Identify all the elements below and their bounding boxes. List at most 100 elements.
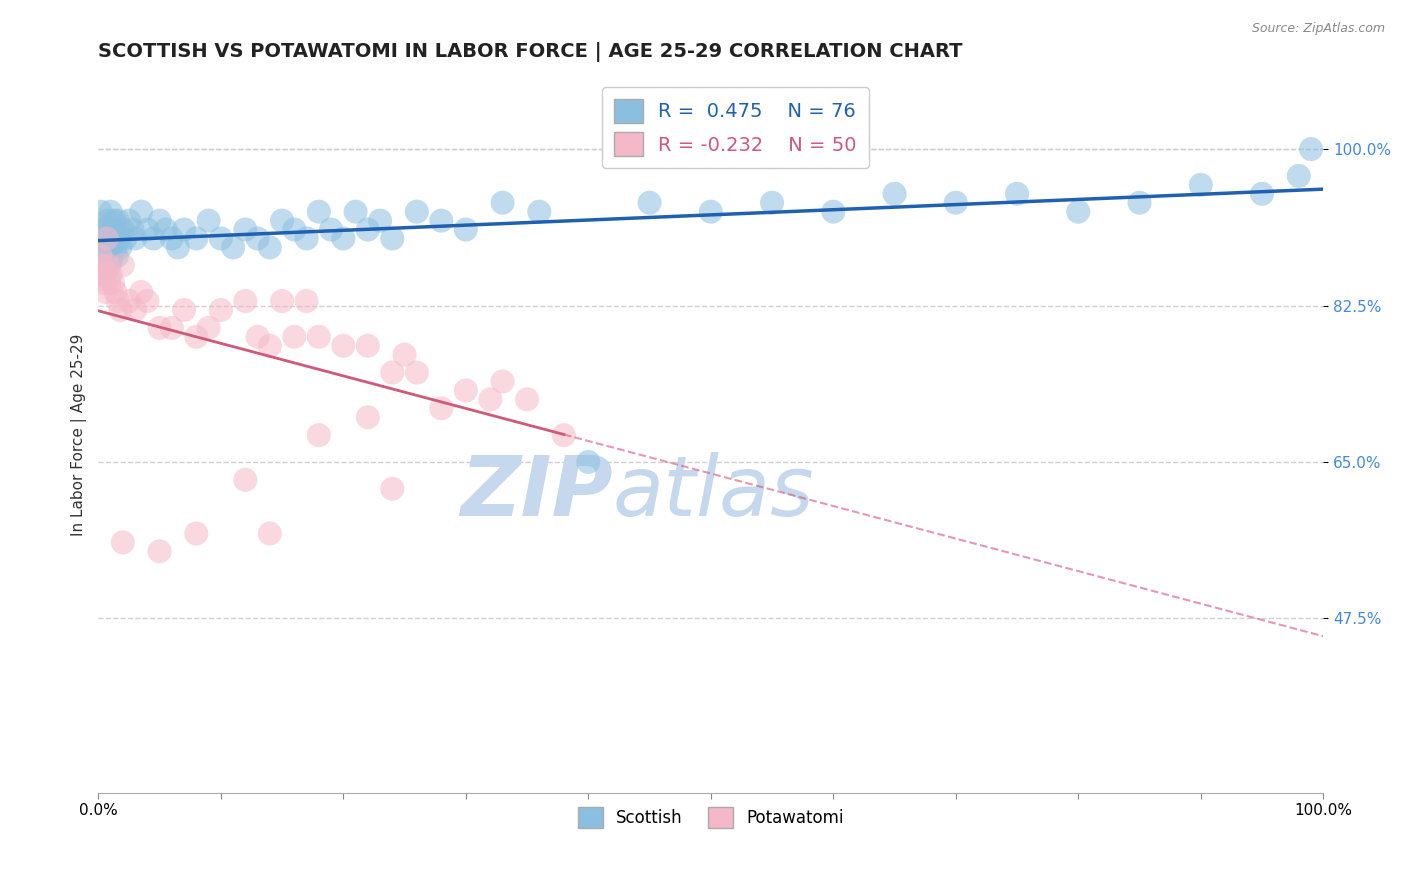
Point (271, 213, 294, 227)
Point (160, 321, 183, 335)
Point (90, 204, 112, 219)
Point (357, 222, 380, 236)
Point (430, 213, 453, 227)
Point (454, 384, 477, 398)
Text: atlas: atlas (613, 452, 814, 533)
Point (101, 231, 124, 245)
Point (823, 204, 845, 219)
Point (454, 222, 477, 236)
Point (149, 321, 172, 335)
Point (101, 222, 124, 236)
Point (381, 366, 404, 380)
Point (553, 428, 575, 442)
Point (98, 258, 121, 272)
Point (101, 249, 124, 263)
Point (142, 231, 165, 245)
Y-axis label: In Labor Force | Age 25-29: In Labor Force | Age 25-29 (72, 334, 87, 536)
Point (118, 293, 141, 308)
Point (246, 330, 269, 344)
Point (1067, 204, 1090, 219)
Point (197, 213, 219, 227)
Point (197, 321, 219, 335)
Point (93, 267, 115, 281)
Point (100, 267, 122, 281)
Point (1288, 169, 1310, 183)
Point (332, 231, 354, 245)
Point (209, 303, 232, 318)
Point (91, 258, 114, 272)
Point (308, 428, 330, 442)
Point (136, 222, 159, 236)
Point (381, 482, 404, 496)
Point (491, 195, 513, 210)
Point (108, 231, 131, 245)
Point (103, 222, 125, 236)
Point (94, 231, 117, 245)
Point (129, 285, 152, 299)
Point (405, 366, 427, 380)
Point (103, 213, 125, 227)
Point (186, 526, 208, 541)
Point (271, 293, 294, 308)
Point (104, 285, 127, 299)
Point (155, 222, 177, 236)
Point (394, 348, 416, 362)
Point (91, 222, 114, 236)
Point (529, 204, 551, 219)
Point (1251, 186, 1274, 201)
Point (111, 258, 134, 272)
Point (368, 213, 391, 227)
Point (405, 204, 427, 219)
Point (259, 526, 281, 541)
Point (91, 267, 114, 281)
Point (233, 473, 256, 487)
Point (233, 222, 256, 236)
Point (308, 330, 330, 344)
Point (173, 303, 195, 318)
Point (129, 204, 152, 219)
Point (105, 249, 128, 263)
Point (97, 258, 120, 272)
Point (357, 410, 380, 425)
Point (98, 249, 121, 263)
Point (295, 231, 318, 245)
Point (1189, 178, 1212, 192)
Point (100, 204, 122, 219)
Point (344, 204, 367, 219)
Text: SCOTTISH VS POTAWATOMI IN LABOR FORCE | AGE 25-29 CORRELATION CHART: SCOTTISH VS POTAWATOMI IN LABOR FORCE | … (98, 42, 963, 62)
Point (93, 258, 115, 272)
Point (121, 222, 143, 236)
Point (97, 231, 120, 245)
Point (98, 276, 121, 290)
Point (94, 285, 117, 299)
Point (259, 240, 281, 254)
Point (357, 339, 380, 353)
Point (479, 392, 502, 407)
Point (118, 213, 141, 227)
Point (136, 293, 159, 308)
Point (173, 222, 195, 236)
Point (259, 339, 281, 353)
Legend: Scottish, Potawatomi: Scottish, Potawatomi (571, 801, 851, 834)
Point (111, 222, 134, 236)
Point (149, 213, 172, 227)
Point (332, 339, 354, 353)
Point (1299, 142, 1322, 156)
Point (110, 240, 132, 254)
Point (124, 303, 146, 318)
Text: ZIP: ZIP (460, 452, 613, 533)
Point (186, 231, 208, 245)
Point (107, 213, 129, 227)
Point (700, 204, 723, 219)
Point (107, 293, 129, 308)
Point (246, 231, 269, 245)
Point (101, 231, 124, 245)
Point (283, 330, 305, 344)
Point (381, 231, 404, 245)
Point (283, 222, 305, 236)
Point (167, 240, 190, 254)
Point (96, 240, 118, 254)
Point (761, 195, 783, 210)
Point (104, 240, 127, 254)
Point (295, 293, 318, 308)
